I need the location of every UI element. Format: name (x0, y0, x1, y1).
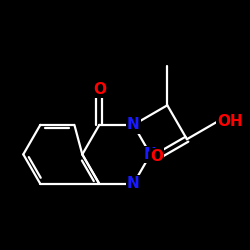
Text: O: O (150, 149, 163, 164)
Text: N: N (127, 176, 140, 192)
Text: N: N (127, 118, 140, 132)
Text: N: N (144, 147, 157, 162)
Text: OH: OH (218, 114, 243, 129)
Text: O: O (93, 82, 106, 97)
